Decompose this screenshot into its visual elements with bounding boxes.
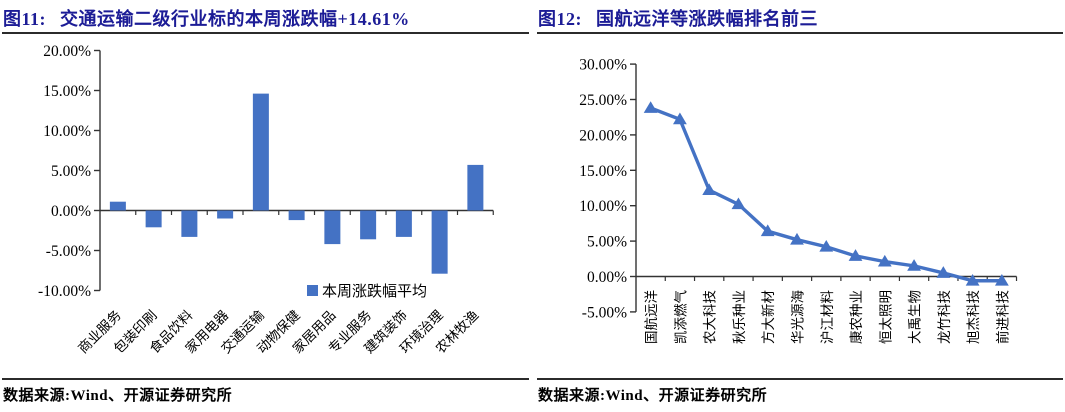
y-tick-label: 5.00%: [587, 234, 627, 251]
triangle-marker: [760, 224, 775, 237]
x-category-label: 华光源海: [790, 290, 805, 344]
legend-label: 本周涨跌幅平均: [322, 283, 427, 300]
bar: [181, 210, 198, 237]
figure11-bar-chart: 20.00% 15.00% 10.00% 5.00% 0.00% -5.00% -10.00…: [38, 43, 494, 356]
x-category-label: 龙竹科技: [937, 290, 952, 344]
figure12-source: 数据来源:Wind、开源证券研究所: [538, 388, 768, 404]
y-tick-label: -5.00%: [46, 243, 91, 260]
y-tick-label: 15.00%: [43, 83, 91, 100]
y-tick-label: 25.00%: [579, 92, 627, 109]
figure12-title-rule: [537, 32, 1063, 34]
triangle-marker: [673, 112, 687, 125]
figure12-title: 图12: 国航远洋等涨跌幅排名前三: [538, 5, 818, 31]
y-tick-label: 30.00%: [579, 57, 627, 74]
y-tick-label: 10.00%: [43, 123, 91, 140]
triangle-marker: [994, 273, 1009, 286]
x-category-label: 恒太照明: [878, 290, 893, 344]
x-category-label: 沪江材料: [820, 290, 835, 344]
triangle-marker: [848, 249, 863, 261]
x-category-label: 前进科技: [994, 290, 1010, 344]
triangle-marker: [936, 266, 951, 278]
bar: [252, 93, 269, 211]
triangle-marker: [643, 101, 658, 113]
triangle-marker: [965, 273, 980, 286]
figure12-source-rule: [537, 378, 1063, 380]
y-tick-label: 20.00%: [43, 43, 91, 60]
bar: [109, 201, 126, 211]
triangle-marker: [877, 254, 892, 267]
triangle-marker: [907, 259, 921, 271]
bar: [217, 210, 234, 219]
x-category-label: 农大科技: [703, 290, 718, 344]
triangle-marker: [819, 239, 834, 252]
x-category-label: 旭杰科技: [966, 290, 981, 344]
figure12-label: 图12:: [538, 9, 582, 29]
triangle-marker: [790, 232, 804, 245]
legend-swatch: [307, 285, 318, 296]
x-category-label: 大禹生物: [908, 290, 923, 344]
x-category-label: 方大新材: [761, 290, 776, 344]
x-category-label: 国航远洋: [644, 290, 659, 344]
figure12-title-text: 国航远洋等涨跌幅排名前三: [596, 9, 818, 29]
y-tick-label: -5.00%: [582, 304, 627, 321]
figure12-line-chart: 30.00% 25.00% 20.00% 15.00% 10.00% 5.00% 0.00%…: [579, 57, 1018, 344]
triangle-marker: [702, 183, 717, 196]
bar: [395, 210, 412, 237]
x-category-label: 康农种业: [848, 290, 864, 344]
y-tick-label: 0.00%: [51, 203, 91, 220]
bar: [324, 210, 341, 245]
bar: [467, 164, 484, 211]
y-tick-label: 10.00%: [579, 198, 627, 215]
bar: [145, 210, 162, 228]
figure11-title-text: 交通运输二级行业标的本周涨跌幅+14.61%: [60, 9, 410, 29]
y-tick-label: 5.00%: [51, 163, 91, 180]
figure11-title-rule: [2, 32, 529, 34]
figure11-source-rule: [2, 378, 529, 380]
figure11-source: 数据来源:Wind、开源证券研究所: [3, 388, 233, 404]
y-tick-label: 15.00%: [579, 163, 627, 180]
bar: [431, 210, 448, 274]
triangle-marker: [731, 197, 746, 210]
x-category-label: 凯添燃气: [672, 290, 688, 344]
bar: [288, 210, 305, 221]
y-tick-label: 0.00%: [587, 269, 627, 286]
x-category-label: 秋乐种业: [732, 290, 747, 344]
y-tick-label: 20.00%: [579, 127, 627, 144]
bar: [360, 210, 377, 240]
y-tick-label: -10.00%: [38, 283, 91, 300]
figure11-title: 图11: 交通运输二级行业标的本周涨跌幅+14.61%: [3, 5, 410, 31]
figure11-label: 图11:: [3, 9, 47, 29]
